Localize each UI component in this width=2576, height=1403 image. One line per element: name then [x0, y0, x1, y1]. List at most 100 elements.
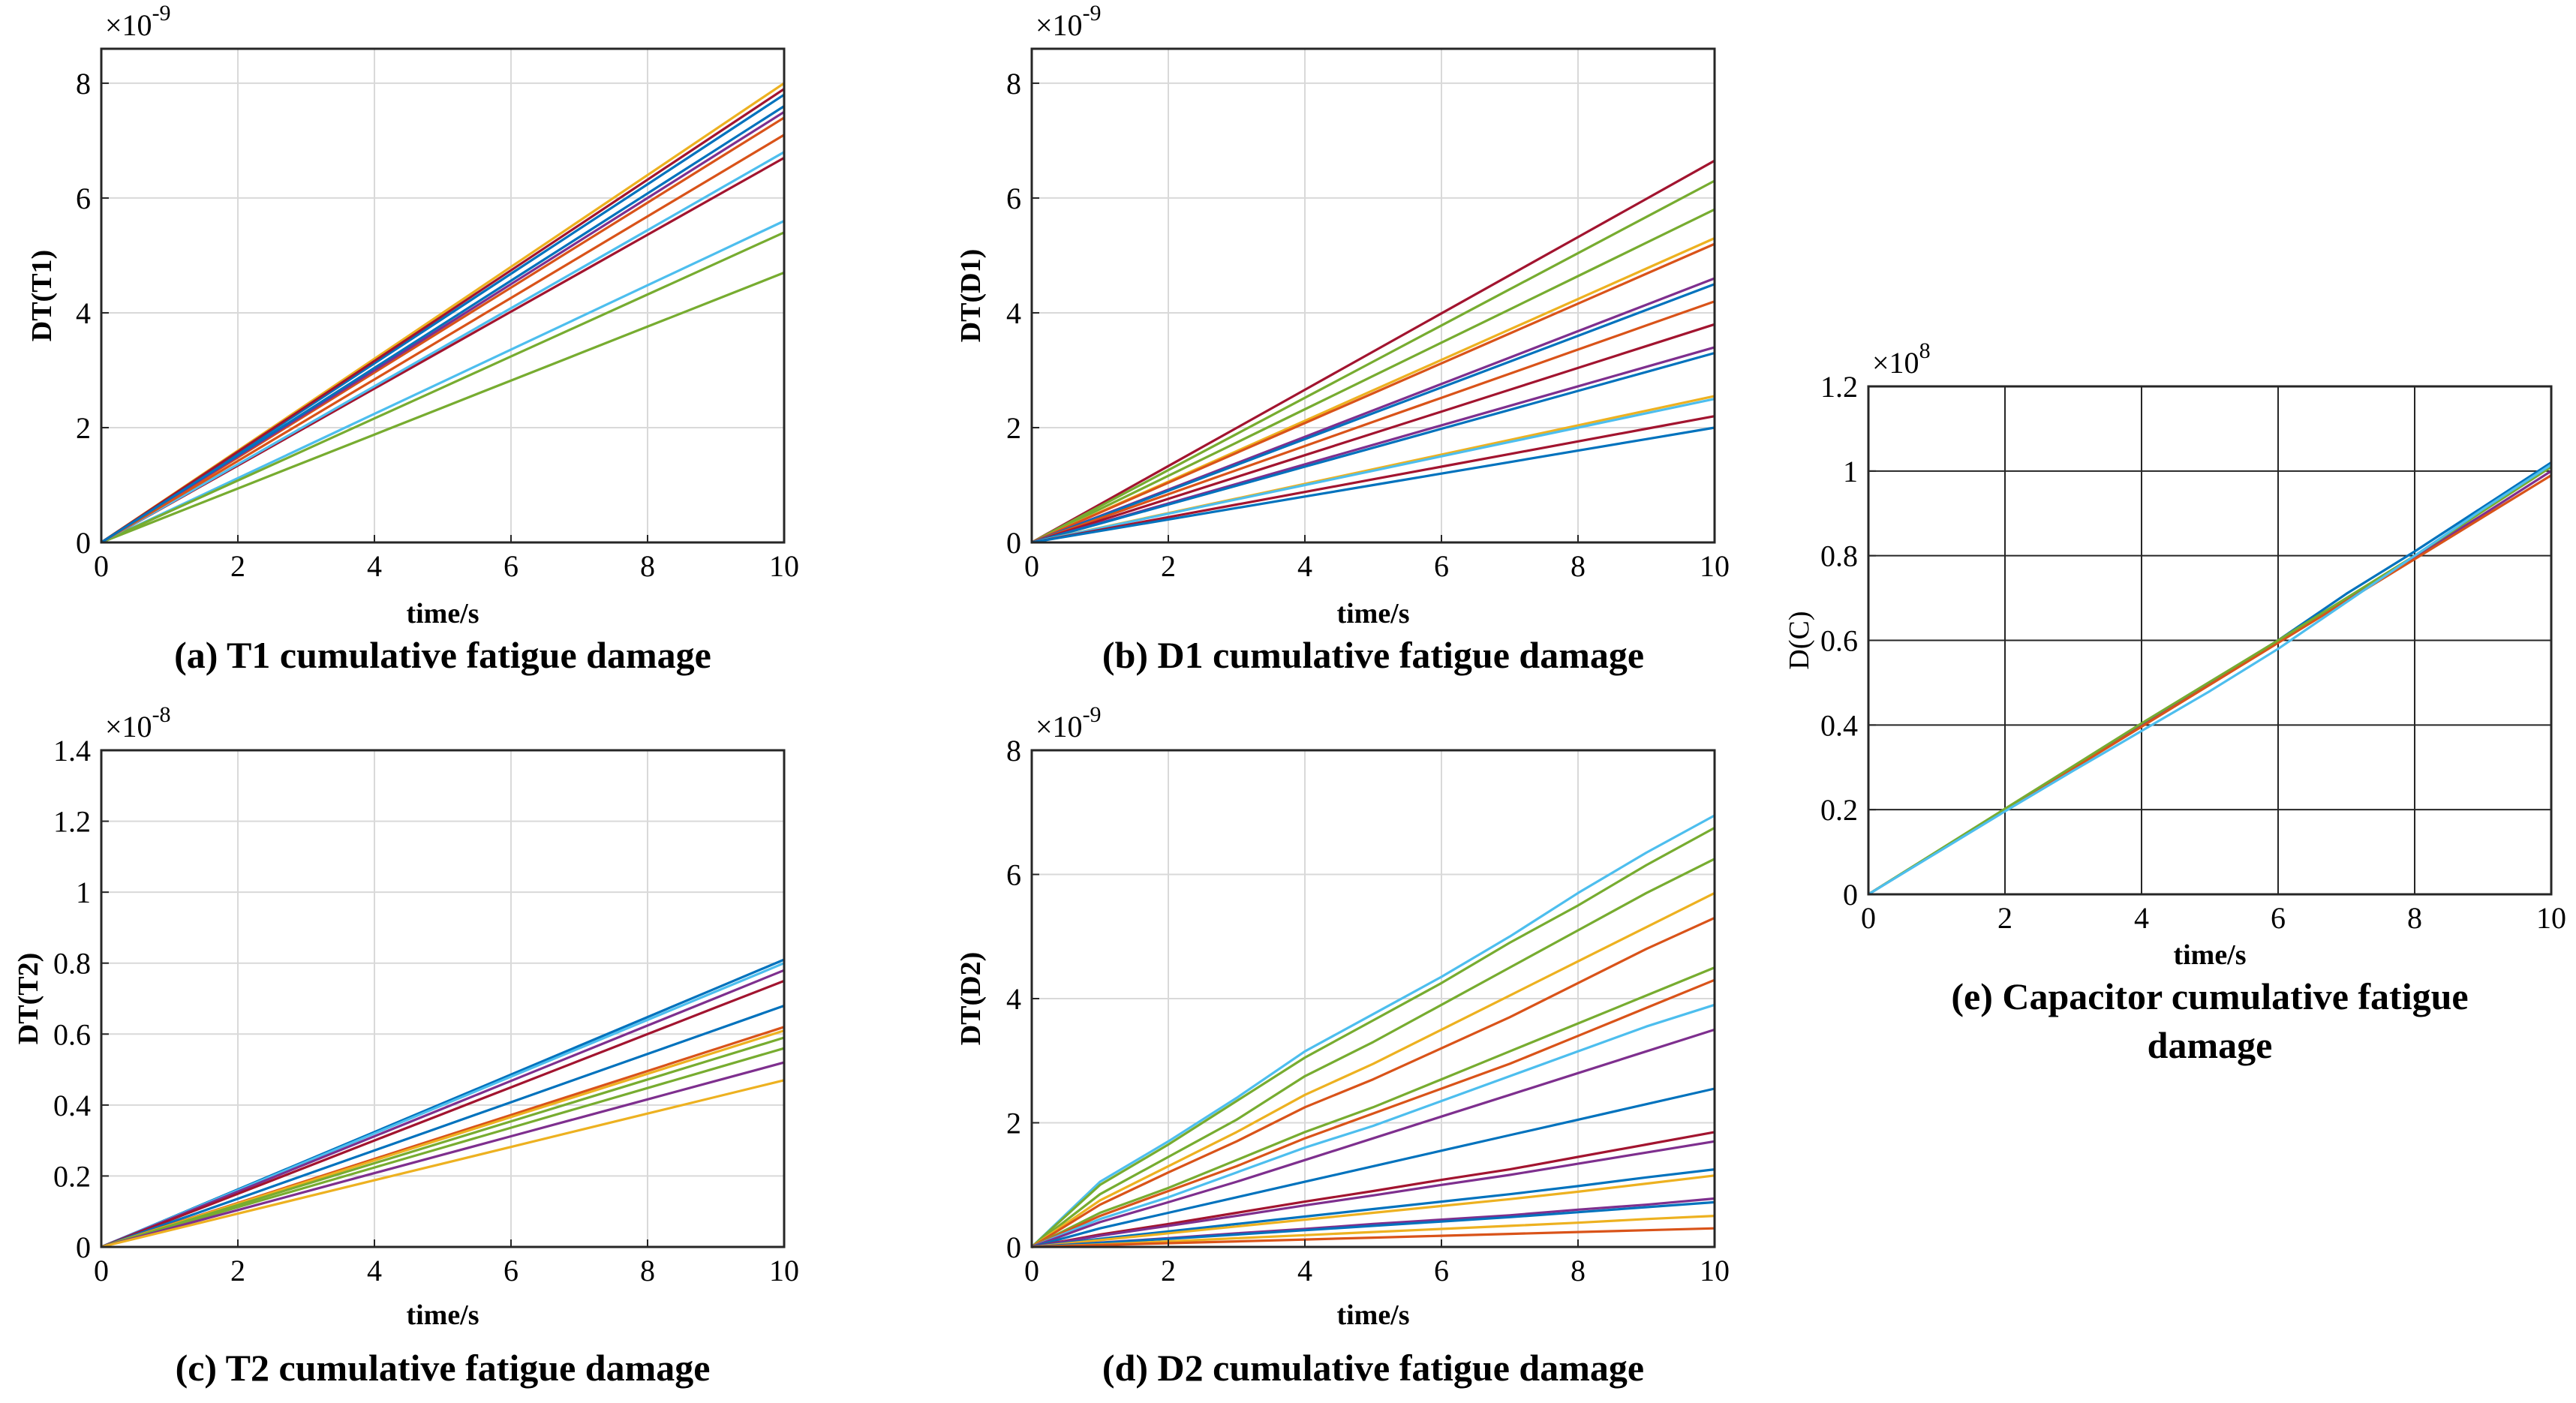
y-tick-label: 2: [76, 411, 91, 445]
axes-box-c: [100, 749, 786, 1248]
y-tick-label: 2: [1006, 1107, 1021, 1140]
series-line-d-s5: [1031, 916, 1715, 1248]
y-tick-label: 2: [1006, 411, 1021, 445]
y-tick-label: 6: [1006, 182, 1021, 215]
series-line-d-s9: [1031, 1028, 1715, 1248]
x-tick-label: 6: [1434, 1254, 1449, 1287]
y-tick-label: 8: [76, 67, 91, 101]
series-line-c-s4: [101, 979, 785, 1248]
series-line-d-s8: [1031, 1003, 1715, 1248]
chart-panel-e: 0 2 4 6 8 1000.20.40.60.811.2×108time/sD(C)(e…: [1784, 338, 2566, 1066]
series-line-b-s5: [1031, 242, 1715, 544]
y-tick-label: 0: [1006, 526, 1021, 560]
series-line-b-s3: [1031, 208, 1715, 544]
y-tick-label: 0.6: [53, 1017, 91, 1051]
x-tick-label: 4: [367, 549, 382, 583]
x-tick-label: 6: [2271, 901, 2286, 935]
series-line-b-s11: [1031, 351, 1715, 544]
series-line-a-s5: [101, 271, 785, 544]
y-multiplier-exponent: -9: [152, 1, 171, 26]
y-tick-label: 4: [1006, 982, 1021, 1016]
series-line-b-s1: [1031, 159, 1715, 544]
x-tick-label: 8: [640, 1254, 655, 1287]
series-line-e-s5: [1868, 464, 2552, 896]
series-line-a-s6: [101, 220, 785, 544]
x-tick-label: 2: [230, 1254, 245, 1287]
x-tick-label: 0: [1024, 549, 1039, 583]
y-multiplier-exponent: 8: [1919, 338, 1931, 363]
x-axis-label: time/s: [406, 1299, 479, 1331]
y-multiplier: ×10-9: [105, 1, 171, 42]
x-tick-label: 8: [1571, 549, 1586, 583]
x-tick-label: 10: [769, 549, 799, 583]
x-tick-label: 2: [1997, 901, 2012, 935]
y-tick-label: 6: [1006, 858, 1021, 892]
y-tick-label: 1: [76, 876, 91, 909]
y-tick-label: 1.2: [53, 805, 91, 839]
chart-panel-a: 0 2 4 6 8 10 0 2 4 6 8 ×10-9 time/s DT(T1) (a) T1 cumu…: [26, 1, 799, 676]
series-line-d-s12: [1031, 1140, 1715, 1248]
y-tick-label: 8: [1006, 67, 1021, 101]
x-tick-label: 4: [367, 1254, 382, 1287]
series-line-d-s10: [1031, 1087, 1715, 1248]
series-line-c-s8: [101, 1036, 785, 1248]
x-tick-label: 2: [1161, 1254, 1176, 1287]
chart-caption: (e) Capacitor cumulative fatigue: [1951, 975, 2468, 1017]
series-line-c-s9: [101, 1047, 785, 1248]
y-multiplier: ×108: [1872, 338, 1931, 380]
series-line-d-s3: [1031, 858, 1715, 1248]
y-axis-label: DT(D2): [955, 952, 987, 1046]
y-axis-label: DT(T2): [13, 953, 44, 1044]
y-axis-label: DT(T1): [26, 250, 58, 341]
series-line-d-s11: [1031, 1131, 1715, 1248]
x-tick-label: 2: [1161, 549, 1176, 583]
series-line-b-s14: [1031, 415, 1715, 544]
y-tick-label: 0.4: [1820, 708, 1858, 742]
x-tick-label: 8: [640, 549, 655, 583]
series-line-a-s12: [101, 105, 785, 544]
series-line-c-s10: [101, 1061, 785, 1248]
series-line-c-s3: [101, 969, 785, 1248]
series-line-d-s14: [1031, 1174, 1715, 1248]
series-line-b-s9: [1031, 323, 1715, 544]
series-line-a-s9: [101, 151, 785, 544]
series-line-c-s11: [101, 1079, 785, 1248]
series-line-d-s16: [1031, 1200, 1715, 1248]
y-tick-label: 0.2: [53, 1159, 91, 1193]
x-axis-label: time/s: [1336, 598, 1409, 629]
y-tick-label: 4: [1006, 296, 1021, 330]
x-axis-label: time/s: [406, 598, 479, 629]
series-line-a-s8: [101, 231, 785, 544]
y-multiplier-exponent: -9: [1083, 1, 1102, 26]
x-tick-label: 0: [1861, 901, 1876, 935]
y-multiplier-exponent: -8: [152, 702, 171, 727]
y-multiplier-base: ×10: [1036, 710, 1083, 744]
y-axis-label: DT(D1): [955, 249, 987, 343]
x-tick-label: 10: [2536, 901, 2566, 935]
chart-caption: (d) D2 cumulative fatigue damage: [1102, 1347, 1644, 1389]
x-tick-label: 10: [1700, 1254, 1730, 1287]
series-line-b-s8: [1031, 300, 1715, 544]
x-tick-label: 6: [1434, 549, 1449, 583]
x-tick-label: 10: [1700, 549, 1730, 583]
chart-caption: (a) T1 cumulative fatigue damage: [174, 634, 711, 676]
x-tick-label: 0: [1024, 1254, 1039, 1287]
y-tick-label: 0: [76, 1230, 91, 1264]
series-line-d-s6: [1031, 966, 1715, 1248]
series-line-d-s13: [1031, 1168, 1715, 1248]
y-tick-label: 0: [1843, 878, 1858, 912]
plot-area-c: [101, 750, 784, 1247]
y-multiplier-base: ×10: [105, 710, 152, 744]
x-tick-label: 6: [503, 549, 519, 583]
series-line-c-s5: [101, 1004, 785, 1248]
y-tick-label: 1.2: [1820, 370, 1858, 404]
y-tick-label: 8: [1006, 734, 1021, 768]
y-multiplier-base: ×10: [105, 8, 152, 42]
y-tick-label: 0.2: [1820, 793, 1858, 827]
x-tick-label: 4: [1297, 1254, 1312, 1287]
y-tick-label: 1: [1843, 455, 1858, 488]
y-tick-label: 0.4: [53, 1089, 91, 1122]
y-tick-label: 0.8: [1820, 539, 1858, 573]
y-tick-label: 0: [1006, 1230, 1021, 1264]
